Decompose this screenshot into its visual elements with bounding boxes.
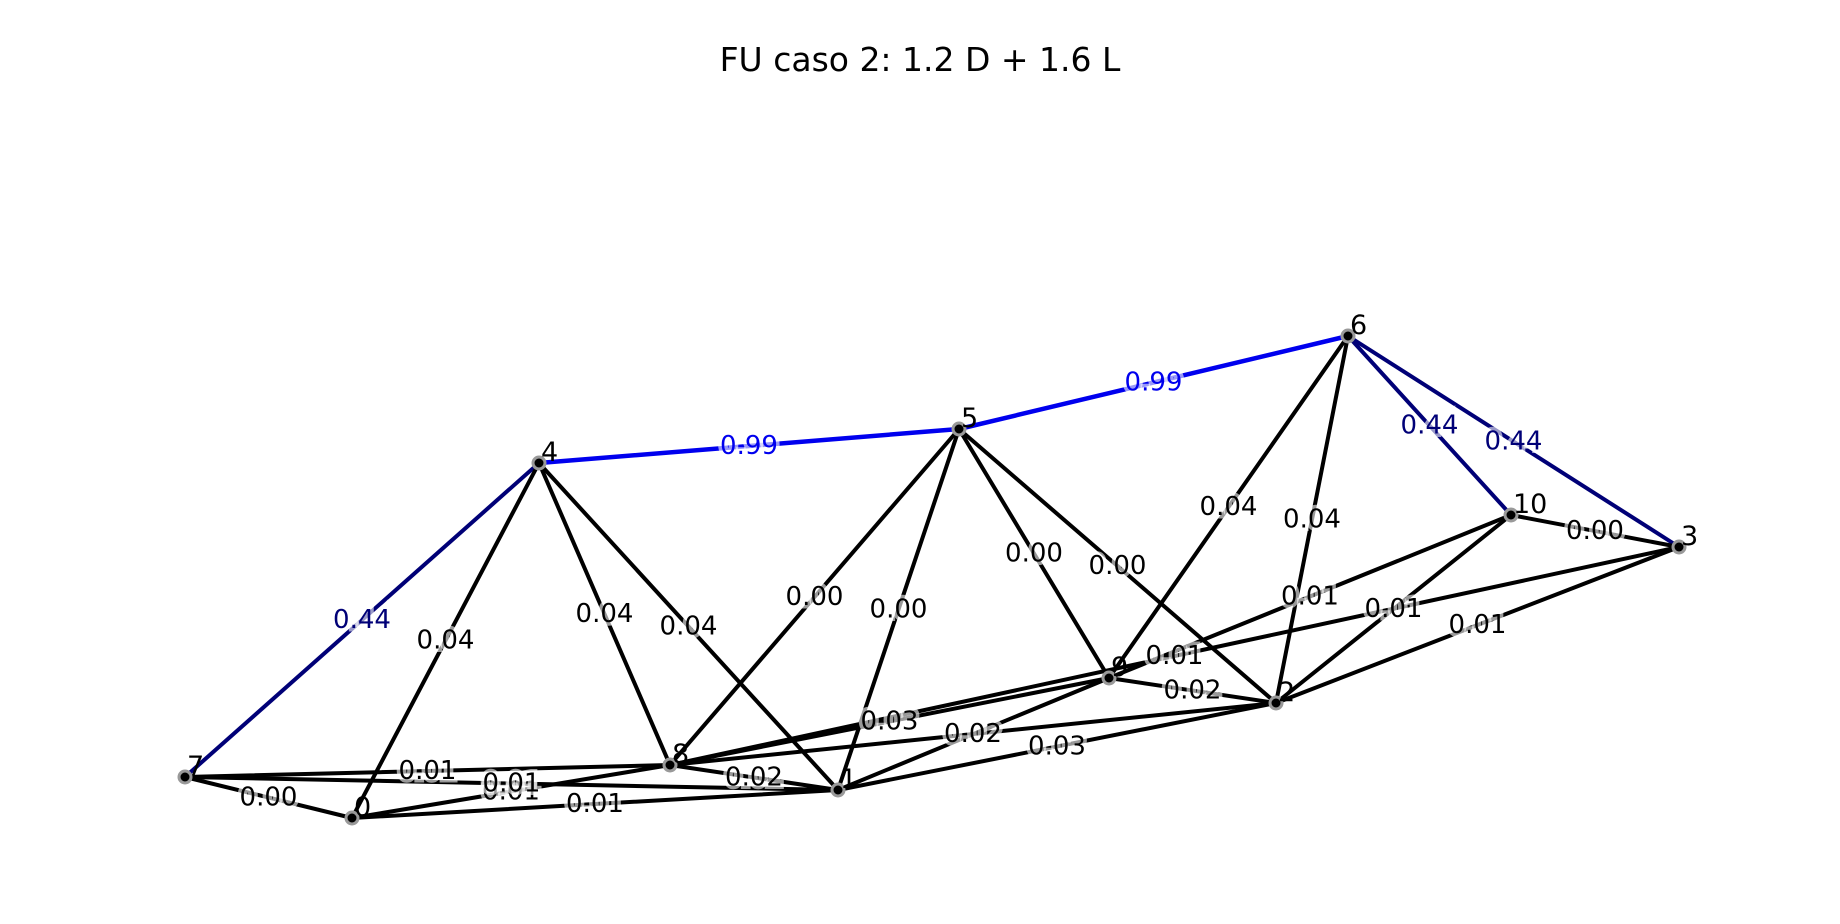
member-label-4-1: 0.04 (660, 612, 718, 642)
node-5 (951, 421, 967, 437)
member-7-4 (183, 461, 541, 779)
member-8-9 (668, 676, 1111, 767)
member-8-1 (668, 763, 840, 792)
member-7-1 (183, 775, 840, 792)
member-label-5-2: 0.00 (1089, 551, 1147, 581)
member-label-7-8: 0.01 (399, 756, 457, 786)
chart-title: FU caso 2: 1.2 D + 1.6 L (719, 40, 1121, 79)
node-label-4: 4 (541, 437, 558, 468)
member-label-0-4: 0.04 (417, 626, 475, 656)
member-label-2-3: 0.01 (1449, 610, 1507, 640)
member-8-5 (668, 427, 961, 767)
member-label-1-5: 0.00 (870, 595, 928, 625)
member-2-6 (1274, 334, 1350, 705)
node-label-6: 6 (1350, 310, 1367, 341)
member-2-10 (1274, 513, 1513, 705)
member-label-9-10: 0.01 (1281, 582, 1339, 612)
member-labels-layer: 0.99 0.99 0.44 0.44 0.44 0.04 0.04 0.04 0.00 0.00… (236, 364, 1627, 823)
node-label-9: 9 (1111, 652, 1128, 683)
member-9-2 (1107, 676, 1278, 705)
member-0-8 (350, 763, 672, 820)
node-label-7: 7 (187, 751, 204, 782)
member-label-10-3: 0.00 (1566, 516, 1624, 546)
node-label-10: 10 (1513, 489, 1547, 520)
node-0 (344, 810, 360, 826)
node-label-5: 5 (961, 403, 978, 434)
member-0-1 (350, 788, 840, 820)
member-label-6-3: 0.44 (1485, 427, 1543, 457)
member-7-8 (183, 763, 672, 779)
member-label-0-1: 0.01 (566, 789, 624, 819)
node-3 (1671, 539, 1687, 555)
member-0-4 (350, 461, 541, 820)
member-label-8-1: 0.02 (725, 763, 783, 793)
member-label-2-10: 0.01 (1365, 594, 1423, 624)
member-label-9-2: 0.02 (1164, 676, 1222, 706)
node-label-8: 8 (672, 739, 689, 770)
member-label-5-6: 0.99 (1125, 368, 1183, 398)
member-label-2-6: 0.04 (1283, 505, 1341, 535)
member-5-6 (956, 333, 1351, 432)
member-label-4-8: 0.04 (576, 599, 634, 629)
member-4-1 (537, 461, 840, 792)
member-label-8-9: 0.03 (861, 707, 919, 737)
member-5-2 (957, 427, 1278, 705)
member-label-8-3: 0.01 (1146, 641, 1204, 671)
member-label-5-9: 0.00 (1005, 539, 1063, 569)
member-9-6 (1107, 334, 1350, 680)
node-8 (662, 757, 678, 773)
member-8-3 (668, 545, 1681, 767)
node-label-1: 1 (840, 764, 857, 795)
nodes-layer: 0 1 2 3 4 5 6 7 8 9 10 (177, 310, 1698, 826)
member-label-4-5: 0.99 (720, 431, 778, 461)
node-label-0: 0 (354, 792, 371, 823)
node-1 (830, 782, 846, 798)
member-2-3 (1274, 545, 1681, 705)
member-label-8-2: 0.02 (944, 719, 1002, 749)
member-1-5 (836, 427, 961, 792)
member-5-9 (957, 427, 1111, 680)
member-4-5 (536, 426, 962, 466)
node-7 (177, 769, 193, 785)
member-1-2 (836, 701, 1278, 792)
member-label-1-2: 0.03 (1028, 732, 1086, 762)
member-9-10 (1107, 513, 1513, 680)
node-6 (1340, 328, 1356, 344)
member-7-0 (183, 775, 354, 820)
member-label-9-6: 0.04 (1200, 492, 1258, 522)
member-label-8-5: 0.00 (786, 582, 844, 612)
member-label-0-8: 0.01 (482, 777, 540, 807)
node-label-3: 3 (1681, 521, 1698, 552)
node-10 (1503, 507, 1519, 523)
member-4-8 (537, 461, 672, 767)
node-label-2: 2 (1278, 677, 1295, 708)
node-9 (1101, 670, 1117, 686)
member-6-3 (1346, 334, 1681, 549)
member-label-7-4: 0.44 (333, 605, 391, 635)
member-1-9 (836, 676, 1111, 792)
member-label-7-1: 0.01 (483, 769, 541, 799)
node-4 (531, 455, 547, 471)
member-label-7-0: 0.00 (240, 783, 298, 813)
node-2 (1268, 695, 1284, 711)
members-layer (183, 333, 1681, 820)
member-6-10 (1346, 334, 1513, 517)
member-10-3 (1509, 513, 1681, 549)
member-label-6-10: 0.44 (1401, 411, 1459, 441)
